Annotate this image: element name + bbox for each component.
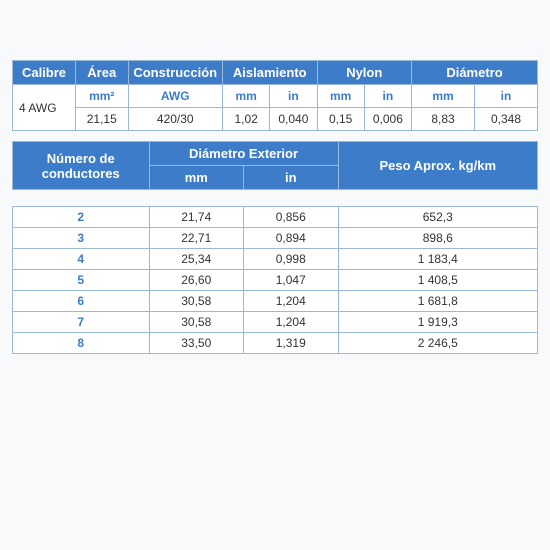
- cell-num-cond: 4: [13, 249, 150, 270]
- cell-peso: 2 246,5: [338, 333, 538, 354]
- sub-nylon-in: in: [364, 85, 411, 108]
- cell-diam-mm: 33,50: [149, 333, 244, 354]
- cell-diam-in: 0,856: [244, 207, 339, 228]
- sub-diam-mm: mm: [412, 85, 475, 108]
- cell-num-cond: 2: [13, 207, 150, 228]
- cell-diam-mm: 25,34: [149, 249, 244, 270]
- hdr-diam-ext-in: in: [244, 166, 339, 190]
- cell-diam-mm: 30,58: [149, 312, 244, 333]
- cell-calibre: 4 AWG: [13, 85, 76, 131]
- cell-num-cond: 7: [13, 312, 150, 333]
- cell-area: 21,15: [76, 108, 129, 131]
- hdr-num-cond: Número de conductores: [13, 142, 150, 190]
- hdr-peso: Peso Aprox. kg/km: [338, 142, 538, 190]
- specs-table-2-head: Número de conductores Diámetro Exterior …: [12, 141, 538, 190]
- hdr-diam-ext-mm: mm: [149, 166, 244, 190]
- cell-nylon-in: 0,006: [364, 108, 411, 131]
- specs-table-1: Calibre Área Construcción Aislamiento Ny…: [12, 60, 538, 131]
- hdr-nylon: Nylon: [317, 61, 412, 85]
- hdr-aislamiento: Aislamiento: [223, 61, 318, 85]
- cell-peso: 1 919,3: [338, 312, 538, 333]
- cell-diam-in: 1,319: [244, 333, 339, 354]
- cell-diam-mm: 8,83: [412, 108, 475, 131]
- cell-aisl-in: 0,040: [270, 108, 317, 131]
- sub-diam-in: in: [475, 85, 538, 108]
- table-row: 833,501,3192 246,5: [13, 333, 538, 354]
- cell-diam-mm: 22,71: [149, 228, 244, 249]
- table-gap: [13, 190, 538, 207]
- hdr-calibre: Calibre: [13, 61, 76, 85]
- sub-nylon-mm: mm: [317, 85, 364, 108]
- cell-num-cond: 8: [13, 333, 150, 354]
- table-row: 221,740,856652,3: [13, 207, 538, 228]
- hdr-construccion: Construcción: [128, 61, 223, 85]
- table-row: 425,340,9981 183,4: [13, 249, 538, 270]
- cell-diam-mm: 26,60: [149, 270, 244, 291]
- hdr-diam-ext: Diámetro Exterior: [149, 142, 338, 166]
- cell-diam-in: 0,998: [244, 249, 339, 270]
- cell-peso: 1 408,5: [338, 270, 538, 291]
- table-row: 526,601,0471 408,5: [13, 270, 538, 291]
- table-row: 322,710,894898,6: [13, 228, 538, 249]
- cell-diam-in: 1,047: [244, 270, 339, 291]
- cell-diam-mm: 30,58: [149, 291, 244, 312]
- cell-diam-mm: 21,74: [149, 207, 244, 228]
- cell-construccion: 420/30: [128, 108, 223, 131]
- cell-diam-in: 0,894: [244, 228, 339, 249]
- sub-aisl-in: in: [270, 85, 317, 108]
- cell-peso: 898,6: [338, 228, 538, 249]
- sub-area-unit: mm²: [76, 85, 129, 108]
- cell-diam-in: 1,204: [244, 312, 339, 333]
- cell-diam-in: 0,348: [475, 108, 538, 131]
- table-row: 730,581,2041 919,3: [13, 312, 538, 333]
- cell-peso: 1 183,4: [338, 249, 538, 270]
- cell-nylon-mm: 0,15: [317, 108, 364, 131]
- cell-diam-in: 1,204: [244, 291, 339, 312]
- cell-num-cond: 5: [13, 270, 150, 291]
- cell-peso: 652,3: [338, 207, 538, 228]
- sub-aisl-mm: mm: [223, 85, 270, 108]
- sub-constr-unit: AWG: [128, 85, 223, 108]
- cell-aisl-mm: 1,02: [223, 108, 270, 131]
- cell-num-cond: 6: [13, 291, 150, 312]
- cell-peso: 1 681,8: [338, 291, 538, 312]
- table-row: 630,581,2041 681,8: [13, 291, 538, 312]
- cell-num-cond: 3: [13, 228, 150, 249]
- specs-table-2-body: 221,740,856652,3322,710,894898,6425,340,…: [12, 190, 538, 354]
- hdr-area: Área: [76, 61, 129, 85]
- hdr-diametro: Diámetro: [412, 61, 538, 85]
